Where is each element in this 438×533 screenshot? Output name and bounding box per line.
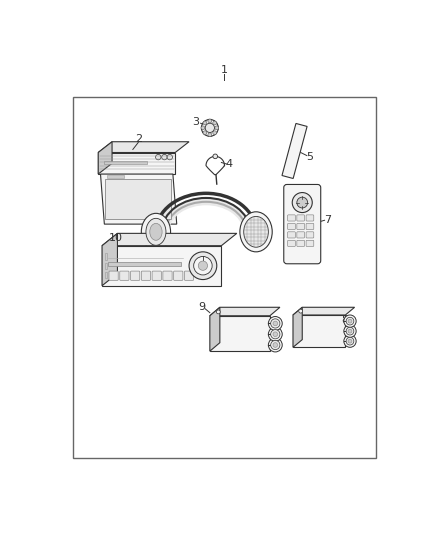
Circle shape bbox=[216, 310, 220, 314]
Circle shape bbox=[348, 329, 352, 333]
Circle shape bbox=[268, 338, 282, 352]
Circle shape bbox=[292, 192, 312, 213]
FancyBboxPatch shape bbox=[306, 240, 314, 246]
Polygon shape bbox=[98, 142, 112, 174]
Text: 7: 7 bbox=[324, 215, 331, 225]
Circle shape bbox=[213, 121, 217, 125]
Text: 9: 9 bbox=[198, 302, 206, 312]
FancyBboxPatch shape bbox=[306, 232, 314, 238]
FancyBboxPatch shape bbox=[152, 271, 161, 280]
Circle shape bbox=[208, 133, 212, 137]
Circle shape bbox=[205, 123, 215, 133]
Circle shape bbox=[201, 119, 218, 136]
FancyBboxPatch shape bbox=[297, 223, 304, 230]
Circle shape bbox=[271, 329, 280, 339]
Circle shape bbox=[346, 317, 354, 325]
Circle shape bbox=[344, 315, 356, 327]
Circle shape bbox=[348, 339, 352, 343]
FancyBboxPatch shape bbox=[297, 232, 304, 238]
Polygon shape bbox=[102, 233, 117, 286]
Text: 2: 2 bbox=[134, 134, 142, 144]
Text: 3: 3 bbox=[192, 117, 199, 127]
Circle shape bbox=[344, 325, 356, 337]
Circle shape bbox=[155, 155, 161, 160]
FancyBboxPatch shape bbox=[109, 271, 118, 280]
Text: 4: 4 bbox=[226, 159, 233, 169]
Bar bbox=[108, 262, 181, 265]
Bar bbox=[107, 175, 124, 178]
Circle shape bbox=[271, 319, 280, 328]
Circle shape bbox=[201, 126, 205, 130]
Text: 5: 5 bbox=[307, 152, 314, 162]
Ellipse shape bbox=[244, 216, 268, 247]
Circle shape bbox=[273, 343, 278, 348]
Polygon shape bbox=[98, 142, 189, 152]
Circle shape bbox=[299, 309, 303, 313]
FancyBboxPatch shape bbox=[288, 232, 295, 238]
Bar bbox=[105, 263, 107, 269]
Circle shape bbox=[268, 327, 282, 341]
Circle shape bbox=[346, 337, 354, 345]
Circle shape bbox=[268, 317, 282, 330]
Circle shape bbox=[167, 155, 173, 160]
Bar bbox=[105, 272, 107, 278]
Ellipse shape bbox=[141, 213, 170, 251]
FancyBboxPatch shape bbox=[163, 271, 172, 280]
FancyBboxPatch shape bbox=[288, 215, 295, 221]
Polygon shape bbox=[210, 308, 280, 316]
Circle shape bbox=[348, 319, 352, 323]
Bar bbox=[105, 253, 107, 260]
Circle shape bbox=[273, 332, 278, 336]
Bar bbox=[102, 246, 221, 286]
Polygon shape bbox=[282, 124, 307, 179]
Text: 1: 1 bbox=[221, 65, 228, 75]
Circle shape bbox=[208, 119, 212, 123]
FancyBboxPatch shape bbox=[288, 223, 295, 230]
Circle shape bbox=[194, 256, 212, 275]
FancyBboxPatch shape bbox=[306, 215, 314, 221]
Circle shape bbox=[271, 341, 280, 350]
Polygon shape bbox=[293, 308, 302, 348]
Text: 6: 6 bbox=[147, 252, 154, 262]
FancyBboxPatch shape bbox=[120, 271, 129, 280]
Bar bbox=[210, 316, 270, 351]
Bar bbox=[98, 152, 175, 174]
Circle shape bbox=[344, 335, 356, 348]
Polygon shape bbox=[210, 308, 220, 351]
Bar bbox=[105, 180, 171, 219]
Ellipse shape bbox=[146, 219, 166, 245]
FancyBboxPatch shape bbox=[297, 240, 304, 246]
FancyBboxPatch shape bbox=[173, 271, 183, 280]
Circle shape bbox=[203, 131, 207, 135]
Ellipse shape bbox=[150, 223, 162, 240]
FancyBboxPatch shape bbox=[184, 271, 194, 280]
FancyBboxPatch shape bbox=[141, 271, 151, 280]
Circle shape bbox=[273, 321, 278, 326]
FancyBboxPatch shape bbox=[284, 184, 321, 264]
Circle shape bbox=[213, 131, 217, 135]
Circle shape bbox=[297, 197, 307, 208]
Ellipse shape bbox=[240, 212, 272, 252]
Polygon shape bbox=[102, 233, 237, 246]
Circle shape bbox=[215, 126, 219, 130]
Polygon shape bbox=[100, 174, 177, 224]
Text: 10: 10 bbox=[109, 233, 123, 243]
Circle shape bbox=[346, 327, 354, 335]
Bar bbox=[73, 97, 376, 458]
FancyBboxPatch shape bbox=[288, 240, 295, 246]
Polygon shape bbox=[293, 308, 355, 315]
FancyBboxPatch shape bbox=[297, 215, 304, 221]
Circle shape bbox=[198, 261, 208, 270]
Text: 8: 8 bbox=[341, 316, 348, 325]
Circle shape bbox=[162, 155, 167, 160]
Bar bbox=[104, 161, 147, 164]
FancyBboxPatch shape bbox=[306, 223, 314, 230]
Circle shape bbox=[189, 252, 217, 280]
Circle shape bbox=[213, 154, 218, 159]
FancyBboxPatch shape bbox=[131, 271, 140, 280]
Circle shape bbox=[203, 121, 207, 125]
Bar bbox=[293, 315, 346, 348]
